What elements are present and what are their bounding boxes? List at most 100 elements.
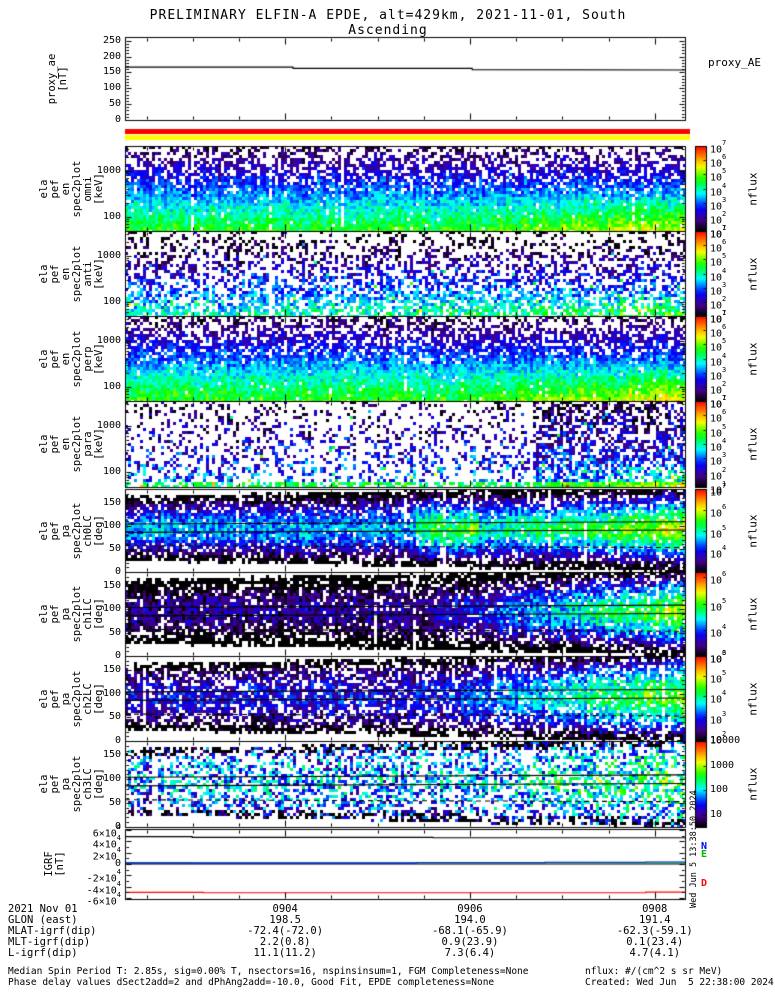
colorbar-tick-label: 103	[710, 649, 727, 666]
ytick-label: 100	[102, 210, 121, 222]
bottom-row-label: MLT-igrf(dip)	[8, 936, 91, 948]
ytick-label: 6×104	[92, 823, 121, 840]
footer-line-2: Phase delay values dSect2add=2 and dPhAn…	[8, 977, 495, 988]
colorbar-title: nflux	[746, 597, 760, 631]
colorbar-tick-label: 102	[710, 209, 727, 227]
colorbar-tick-label: 101	[710, 480, 727, 497]
colorbar-tick-label: 103	[710, 709, 727, 727]
ytick-label: 1000	[96, 419, 121, 431]
ytick-label: 0	[114, 114, 121, 125]
colorbar-title: nflux	[746, 681, 760, 716]
ytick-label: -2×104	[86, 868, 121, 885]
bottom-cell: 0.1(23.4)	[626, 936, 684, 948]
ytick-label: 100	[102, 603, 121, 615]
bottom-cell: 0908	[642, 903, 668, 915]
ytick-label: 50	[108, 797, 121, 809]
bottom-cell: 7.3(6.4)	[444, 947, 496, 959]
ytick-label: -6×104	[86, 890, 121, 908]
colorbar-tick-label: 104	[710, 544, 727, 561]
colorbar-tick-label: 107	[710, 139, 727, 156]
ytick-label: 150	[102, 66, 121, 78]
colorbar-title: nflux	[746, 427, 760, 461]
ytick-label: 100	[102, 519, 121, 531]
colorbar-tick-label: 103	[710, 451, 727, 468]
colorbar-tick-label: 101	[710, 224, 727, 241]
ytick-label: 1000	[96, 164, 121, 176]
colorbar-tick-label: 106	[710, 238, 727, 255]
colorbar-tick-label: 104	[710, 351, 727, 368]
ytick-label: 150	[102, 580, 121, 592]
colorbar-tick-label: 100	[710, 784, 729, 796]
colorbar-tick-label: 106	[710, 570, 727, 587]
ytick-label: 200	[102, 50, 121, 62]
colorbar-tick-label: 1000	[710, 759, 735, 771]
bottom-cell: 2.2(0.8)	[259, 936, 311, 948]
colorbar-tick-label: 106	[710, 153, 727, 170]
bottom-row-label: GLON (east)	[8, 914, 78, 926]
bottom-cell: 0906	[457, 903, 483, 915]
ytick-label: 50	[108, 98, 121, 110]
colorbar-tick-label: 104	[710, 689, 727, 706]
colorbar-tick-label: 10000	[710, 735, 741, 746]
colorbar-tick-label: 106	[710, 323, 727, 340]
bottom-cell: 198.5	[269, 914, 301, 926]
ytick-label: 100	[102, 380, 121, 392]
bottom-cell: 4.7(4.1)	[629, 947, 681, 959]
ytick-label: 50	[108, 711, 121, 723]
ytick-label: 250	[102, 34, 121, 46]
colorbar-tick-label: 105	[710, 252, 727, 269]
ytick-label: 0	[114, 858, 121, 869]
ytick-label: 2×104	[92, 845, 121, 863]
bottom-cell: -72.4(-72.0)	[247, 925, 324, 937]
bottom-cell: -68.1(-65.9)	[432, 925, 508, 937]
colorbar-title: nflux	[746, 171, 760, 206]
colorbar-title: nflux	[746, 256, 760, 291]
page-title: PRELIMINARY ELFIN-A EPDE, alt=429km, 202…	[149, 8, 627, 38]
ytick-label: 100	[102, 82, 121, 94]
colorbar-title: nflux	[746, 341, 760, 376]
ytick-label: 0	[114, 821, 121, 832]
bottom-cell: -62.3(-59.1)	[616, 925, 693, 937]
ytick-label: 100	[102, 773, 121, 785]
colorbar-tick-label: 105	[710, 596, 727, 613]
colorbar-tick-label: 106	[710, 649, 727, 666]
colorbar-tick-label: 105	[710, 669, 727, 686]
colorbar-title: nflux	[746, 767, 760, 801]
colorbar-tick-label: 104	[710, 437, 727, 454]
colorbar-tick-label: 102	[710, 294, 727, 312]
colorbar-tick-label: 107	[710, 309, 727, 326]
bottom-row-label: 2021 Nov 01	[8, 903, 78, 915]
series-label-D: D	[701, 877, 708, 889]
footer-nflux-units: nflux: #/(cm^2 s sr MeV)	[585, 966, 723, 977]
colorbar-tick-label: 10	[710, 808, 723, 820]
ytick-label: 100	[102, 295, 121, 307]
ytick-label: -4×104	[86, 879, 121, 896]
colorbar-tick-label: 103	[710, 365, 727, 383]
bottom-row-label: L-igrf(dip)	[8, 947, 78, 959]
colorbar-tick-label: 105	[710, 337, 727, 354]
colorbar-tick-label: 104	[710, 622, 727, 640]
ytick-label: 150	[102, 664, 121, 676]
colorbar-tick-label: 105	[710, 422, 727, 439]
series-label-E: E	[701, 848, 708, 860]
panel-ylabel-proxy_ae: proxy_ae [nT]	[46, 53, 69, 104]
bottom-cell: 0904	[272, 903, 298, 915]
ytick-label: 1000	[96, 249, 121, 261]
bottom-row-label: MLAT-igrf(dip)	[8, 925, 97, 937]
colorbar-tick-label: 102	[710, 379, 727, 397]
colorbar-tick-label: 103	[710, 195, 727, 213]
bottom-cell: 191.4	[638, 914, 671, 926]
ytick-label: 150	[102, 749, 121, 761]
side-timestamp: Wed Jun 5 13:38:50 2024	[689, 790, 699, 908]
bottom-cell: 0.9(23.9)	[441, 936, 499, 948]
colorbar-tick-label: 107	[710, 482, 727, 499]
ytick-label: 0	[114, 650, 121, 661]
ytick-label: 50	[108, 626, 121, 638]
ytick-label: 1000	[96, 334, 121, 346]
colorbar-tick-label: 103	[710, 280, 727, 298]
ytick-label: 0	[114, 735, 121, 746]
colorbar-tick-label: 102	[710, 729, 727, 747]
